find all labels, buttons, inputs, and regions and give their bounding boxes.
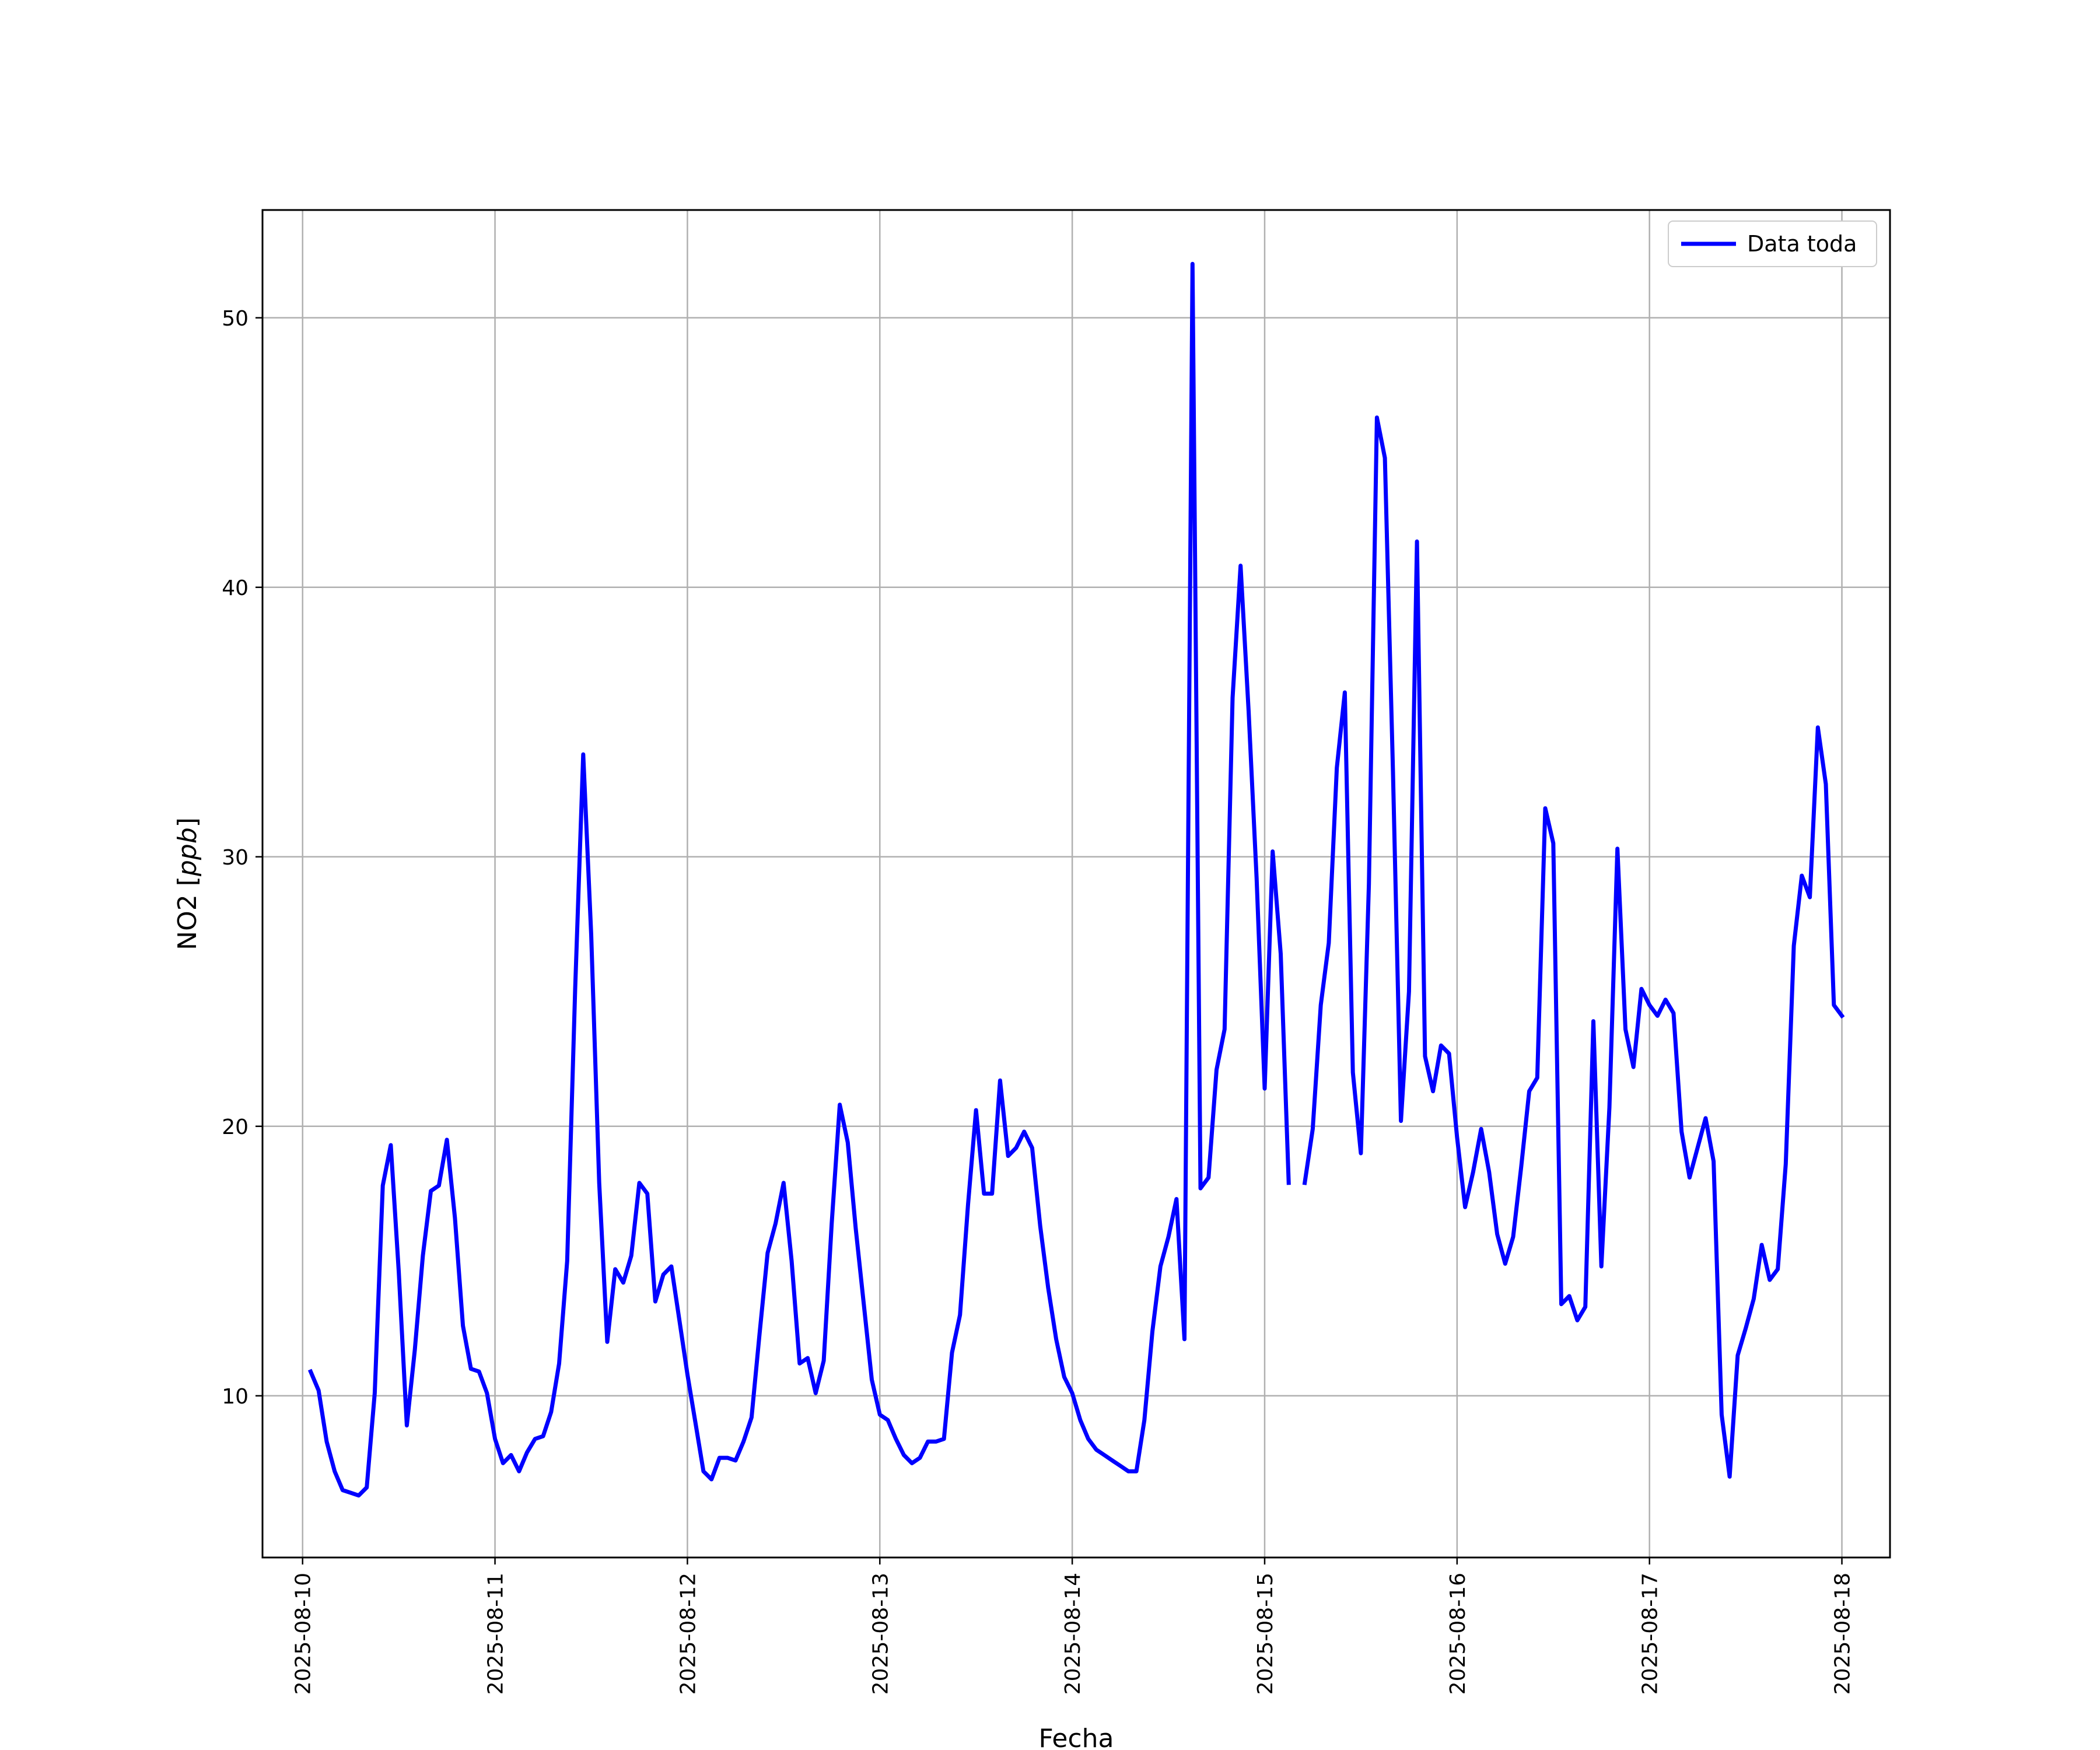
x-tick-label: 2025-08-14 bbox=[1061, 1573, 1085, 1695]
y-axis-ticks: 10 20 30 40 50 bbox=[222, 307, 262, 1409]
series-line-data-toda bbox=[307, 261, 1845, 1498]
x-tick-label: 2025-08-10 bbox=[292, 1573, 316, 1695]
y-axis-label-text: NO2 [ bbox=[173, 876, 202, 950]
legend-box bbox=[1668, 220, 1877, 267]
x-axis-label: Fecha bbox=[1038, 1724, 1114, 1750]
x-tick-label: 2025-08-15 bbox=[1254, 1573, 1278, 1695]
x-tick-label: 2025-08-12 bbox=[676, 1573, 700, 1695]
legend-label-data-toda: Data toda bbox=[1747, 231, 1857, 257]
x-axis-ticks: 2025-08-10 2025-08-11 2025-08-12 2025-08-13… bbox=[292, 1558, 1855, 1695]
x-tick-label: 2025-08-13 bbox=[869, 1573, 892, 1695]
y-tick-label: 10 bbox=[222, 1385, 249, 1409]
x-tick-label: 2025-08-11 bbox=[484, 1573, 508, 1695]
y-tick-label: 20 bbox=[222, 1115, 249, 1139]
grid-lines bbox=[262, 210, 1890, 1558]
y-axis-label-close: ] bbox=[173, 817, 202, 827]
y-tick-label: 50 bbox=[222, 307, 249, 331]
y-tick-label: 30 bbox=[222, 846, 249, 870]
y-axis-label-unit: ppb bbox=[173, 827, 202, 877]
plot-frame bbox=[261, 209, 1891, 1559]
x-tick-label: 2025-08-17 bbox=[1639, 1573, 1662, 1695]
series-layer bbox=[307, 261, 1845, 1498]
legend: Data toda bbox=[1668, 220, 1877, 267]
x-tick-label: 2025-08-16 bbox=[1446, 1573, 1470, 1695]
x-tick-label: 2025-08-18 bbox=[1831, 1573, 1855, 1695]
y-axis-label: NO2 [ppb] bbox=[173, 817, 202, 950]
y-tick-label: 40 bbox=[222, 576, 249, 600]
